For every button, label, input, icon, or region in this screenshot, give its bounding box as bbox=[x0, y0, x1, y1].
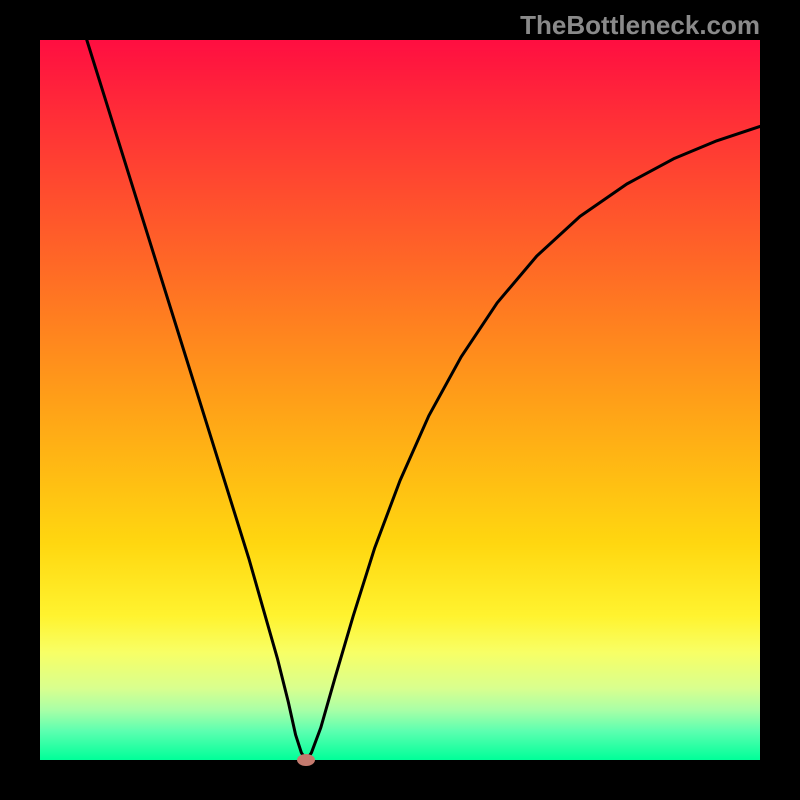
bottleneck-curve bbox=[87, 40, 760, 760]
curve-layer bbox=[0, 0, 800, 800]
watermark-text: TheBottleneck.com bbox=[520, 10, 760, 41]
chart-container: TheBottleneck.com bbox=[0, 0, 800, 800]
